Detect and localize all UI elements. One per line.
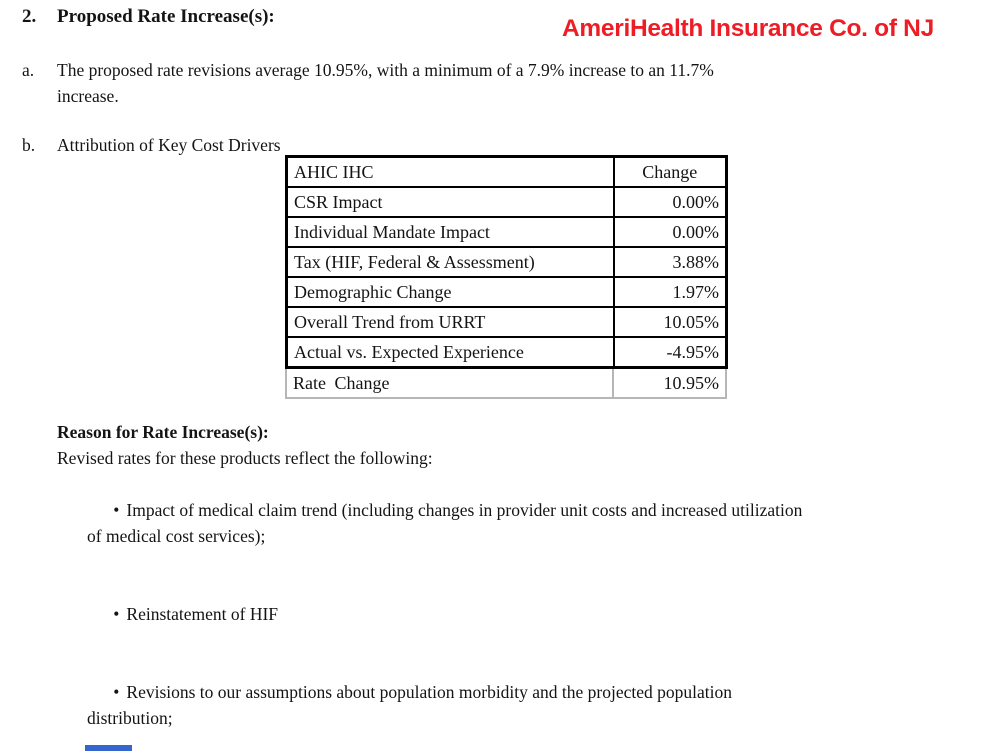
list-item-b-marker: b.	[22, 135, 36, 155]
table-footer-label: Rate Change	[285, 369, 614, 399]
table-header-row: AHIC IHC Change	[285, 155, 728, 188]
bullet-item: • Impact of medical claim trend (includin…	[57, 471, 959, 575]
cost-driver-table: AHIC IHC Change CSR Impact 0.00% Individ…	[285, 155, 728, 399]
table-row-value: 0.00%	[612, 186, 728, 218]
list-item-b: b. Attribution of Key Cost Drivers	[22, 132, 919, 158]
table-row-label: Overall Trend from URRT	[285, 306, 615, 338]
page-title: Proposed Rate Increase(s):	[57, 6, 275, 27]
bullet-item: • Reinstatement of HIF	[57, 575, 959, 653]
bottom-blue-mark	[85, 745, 132, 751]
bullet-text: Reinstatement of HIF	[126, 604, 279, 624]
table-row-value: 1.97%	[612, 276, 728, 308]
cost-driver-table-main: AHIC IHC Change CSR Impact 0.00% Individ…	[285, 155, 728, 369]
bullet-text: Impact of medical claim trend (including…	[87, 500, 803, 546]
list-item-b-text: Attribution of Key Cost Drivers	[57, 135, 281, 155]
table-footer-value: 10.95%	[612, 369, 727, 399]
brand-title: AmeriHealth Insurance Co. of NJ	[562, 15, 934, 42]
reason-section: Reason for Rate Increase(s): Revised rat…	[57, 419, 959, 752]
table-row: Tax (HIF, Federal & Assessment) 3.88%	[285, 246, 728, 278]
table-row: Overall Trend from URRT 10.05%	[285, 306, 728, 338]
list-item-a-marker: a.	[22, 60, 35, 80]
bullet-icon: •	[113, 682, 120, 702]
bullet-icon: •	[113, 604, 120, 624]
table-row-label: Tax (HIF, Federal & Assessment)	[285, 246, 615, 278]
table-row-value: 10.05%	[612, 306, 728, 338]
table-header-value: Change	[612, 155, 728, 188]
list-item-a: a. The proposed rate revisions average 1…	[22, 57, 919, 109]
list-item-a-text: The proposed rate revisions average 10.9…	[57, 60, 714, 106]
table-footer-row: Rate Change 10.95%	[285, 369, 727, 399]
table-row-value: -4.95%	[612, 336, 728, 369]
table-row: Demographic Change 1.97%	[285, 276, 728, 308]
reason-intro: Revised rates for these products reflect…	[57, 448, 433, 468]
table-row-label: Demographic Change	[285, 276, 615, 308]
table-row-value: 3.88%	[612, 246, 728, 278]
table-header-label: AHIC IHC	[285, 155, 615, 188]
bullet-text: Revisions to our assumptions about popul…	[87, 682, 733, 728]
table-row-label: Individual Mandate Impact	[285, 216, 615, 248]
table-row-label: CSR Impact	[285, 186, 615, 218]
bullet-icon: •	[113, 500, 120, 520]
section-number: 2.	[22, 6, 37, 27]
table-row-value: 0.00%	[612, 216, 728, 248]
reason-heading: Reason for Rate Increase(s):	[57, 422, 269, 442]
bullet-item: • Revisions to our assumptions about popu…	[57, 653, 959, 752]
table-row: Actual vs. Expected Experience -4.95%	[285, 336, 728, 369]
table-row: Individual Mandate Impact 0.00%	[285, 216, 728, 248]
table-row-label: Actual vs. Expected Experience	[285, 336, 615, 369]
cost-driver-table-footer: Rate Change 10.95%	[285, 369, 727, 399]
table-row: CSR Impact 0.00%	[285, 186, 728, 218]
